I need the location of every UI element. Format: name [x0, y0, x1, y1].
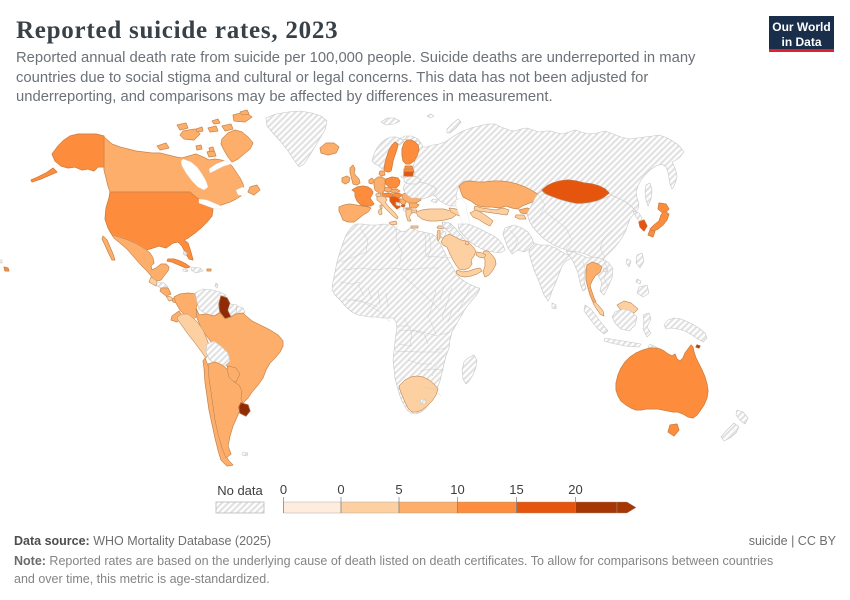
- svg-text:10: 10: [450, 482, 464, 497]
- svg-text:5: 5: [395, 482, 402, 497]
- svg-text:20: 20: [568, 482, 582, 497]
- svg-text:0: 0: [280, 482, 287, 497]
- svg-text:0: 0: [337, 482, 344, 497]
- svg-text:No data: No data: [217, 483, 263, 498]
- svg-text:15: 15: [509, 482, 523, 497]
